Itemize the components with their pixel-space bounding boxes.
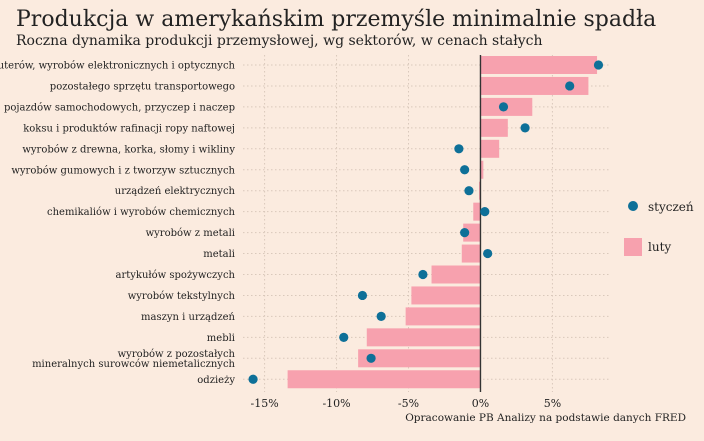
category-label: wyrobów tekstylnych bbox=[128, 291, 236, 302]
category-label: pojazdów samochodowych, przyczep i nacze… bbox=[4, 102, 235, 113]
bar-luty bbox=[480, 118, 508, 137]
category-label: koksu i produktów rafinacji ropy naftowe… bbox=[23, 123, 235, 134]
legend-bar-swatch bbox=[624, 238, 642, 256]
bar-luty bbox=[480, 56, 598, 74]
x-tick-label: -15% bbox=[251, 397, 279, 410]
bar-luty bbox=[479, 181, 481, 200]
point-styczen bbox=[460, 228, 470, 238]
category-label: wyrobów z metali bbox=[146, 228, 235, 239]
bar-luty bbox=[287, 370, 481, 389]
bar-luty bbox=[358, 349, 481, 368]
bar-luty bbox=[473, 202, 481, 221]
points-layer bbox=[248, 60, 604, 384]
category-label: komputerów, wyrobów elektronicznych i op… bbox=[0, 61, 236, 72]
point-styczen bbox=[376, 311, 386, 321]
category-label: wyrobów gumowych i z tworzyw sztucznych bbox=[11, 165, 235, 176]
point-styczen bbox=[248, 374, 258, 384]
legend-label: styczeń bbox=[648, 200, 694, 214]
point-styczen bbox=[480, 207, 490, 217]
point-styczen bbox=[339, 332, 349, 342]
point-styczen bbox=[593, 60, 604, 70]
bar-luty bbox=[461, 244, 481, 263]
point-styczen bbox=[418, 269, 428, 280]
category-label: pozostałego sprzętu transportowego bbox=[50, 81, 235, 92]
point-styczen bbox=[464, 186, 474, 196]
category-label: wyrobów z pozostałych mineralnych surowcó… bbox=[32, 349, 235, 370]
category-label: maszyn i urządzeń bbox=[141, 312, 236, 323]
category-labels: komputerów, wyrobów elektronicznych i op… bbox=[0, 61, 236, 386]
category-label: artykułów spożywczych bbox=[115, 270, 235, 281]
category-label: mebli bbox=[207, 333, 235, 344]
point-styczen bbox=[454, 144, 464, 154]
point-styczen bbox=[565, 81, 575, 91]
point-styczen bbox=[460, 165, 470, 175]
x-tick-label: 5% bbox=[544, 397, 561, 410]
category-label: urządzeń elektrycznych bbox=[115, 186, 236, 197]
source-note: Opracowanie PB Analizy na podstawie dany… bbox=[405, 412, 686, 424]
bar-luty bbox=[480, 160, 484, 179]
bar-luty bbox=[366, 328, 481, 347]
point-styczen bbox=[498, 102, 509, 112]
category-label: metali bbox=[203, 249, 235, 260]
x-tick-label: 0% bbox=[472, 397, 489, 410]
bars-layer bbox=[287, 56, 598, 389]
bar-luty bbox=[405, 307, 481, 326]
point-styczen bbox=[520, 123, 530, 133]
chart-title: Produkcja w amerykańskim przemyśle minim… bbox=[16, 7, 657, 32]
point-styczen bbox=[483, 248, 493, 259]
bar-luty bbox=[411, 286, 481, 305]
legend-point-swatch bbox=[628, 201, 638, 211]
category-label: odzieży bbox=[197, 375, 235, 386]
category-label: chemikaliów i wyrobów chemicznych bbox=[47, 207, 236, 218]
category-label: wyrobów z drewna, korka, słomy i wikliny bbox=[22, 144, 235, 155]
bar-luty bbox=[431, 265, 481, 284]
point-styczen bbox=[357, 290, 368, 301]
x-tick-label: -10% bbox=[322, 397, 350, 410]
bar-luty bbox=[463, 223, 481, 242]
x-tick-label: -5% bbox=[398, 397, 419, 410]
x-tick-labels: -15% -10% -5% 0% 5% bbox=[251, 397, 562, 410]
bar-luty bbox=[480, 139, 500, 158]
point-styczen bbox=[366, 353, 376, 363]
bar-luty bbox=[480, 76, 589, 95]
chart-subtitle: Roczna dynamika produkcji przemysłowej, … bbox=[16, 33, 543, 49]
legend-label: luty bbox=[648, 240, 671, 254]
legend: styczeń luty bbox=[624, 200, 694, 256]
